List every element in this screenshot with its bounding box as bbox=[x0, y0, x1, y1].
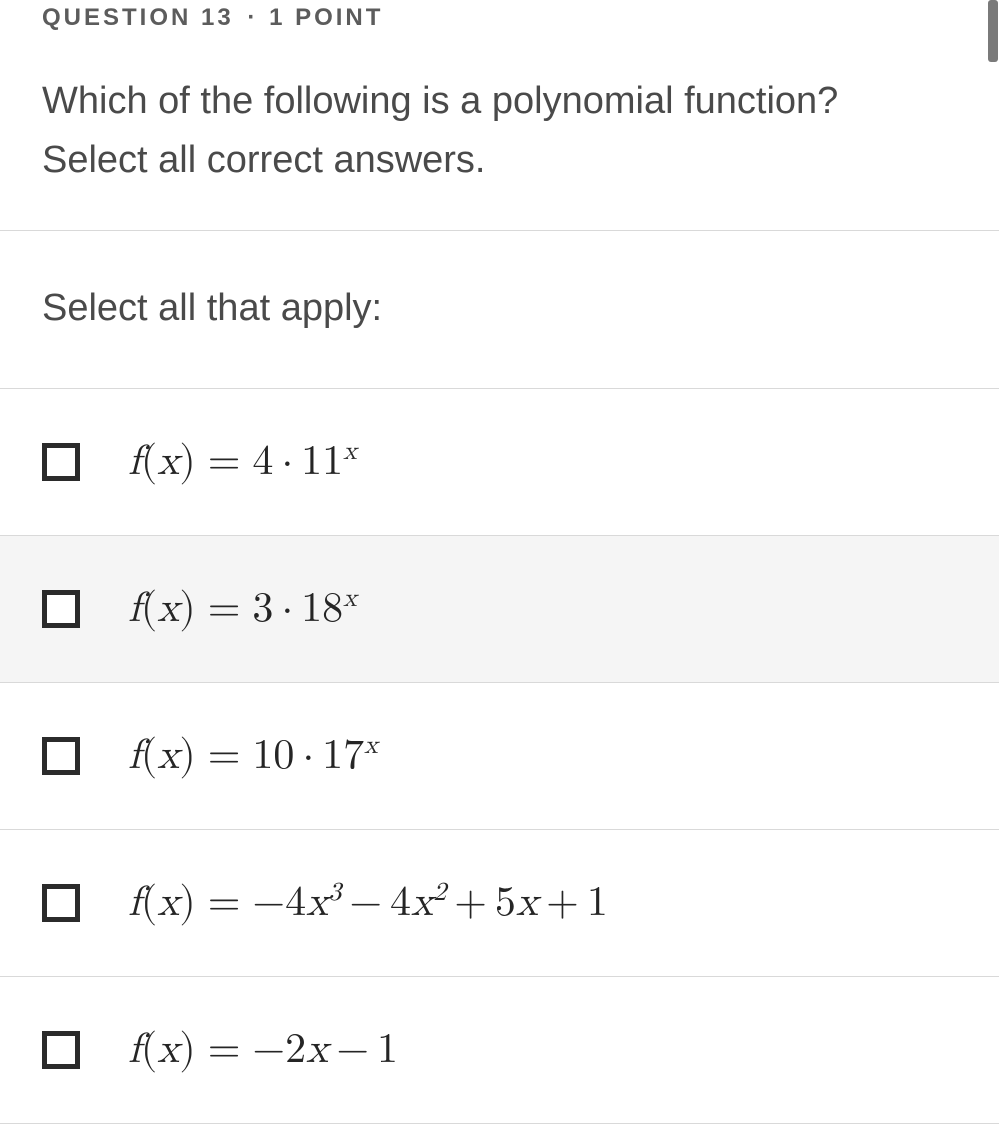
option-math: f(x)=10·17x bbox=[128, 731, 378, 781]
answer-option[interactable]: f(x)=−2x−1 bbox=[0, 976, 999, 1124]
answer-option[interactable]: f(x)=10·17x bbox=[0, 682, 999, 829]
checkbox[interactable] bbox=[42, 443, 80, 481]
question-points: 1 POINT bbox=[269, 4, 383, 31]
option-math: f(x)=3·18x bbox=[128, 584, 357, 634]
answer-option[interactable]: f(x)=3·18x bbox=[0, 535, 999, 682]
question-header: QUESTION 13 · 1 POINT Which of the follo… bbox=[0, 0, 999, 230]
checkbox[interactable] bbox=[42, 737, 80, 775]
checkbox[interactable] bbox=[42, 1031, 80, 1069]
prompt-line-1: Which of the following is a polynomial f… bbox=[42, 80, 838, 122]
question-meta: QUESTION 13 · 1 POINT bbox=[42, 4, 957, 32]
answer-option[interactable]: f(x)=4·11x bbox=[0, 388, 999, 535]
option-math: f(x)=−2x−1 bbox=[128, 1025, 398, 1075]
answer-option[interactable]: f(x)=−4x3−4x2+5x+1 bbox=[0, 829, 999, 976]
options-list: f(x)=4·11x f(x)=3·18x f(x)=10·17x f(x)=−4x3… bbox=[0, 388, 999, 1124]
checkbox[interactable] bbox=[42, 590, 80, 628]
prompt-line-2: Select all correct answers. bbox=[42, 139, 486, 181]
question-number: QUESTION 13 bbox=[42, 4, 234, 31]
option-math: f(x)=4·11x bbox=[128, 437, 357, 487]
meta-separator: · bbox=[247, 4, 255, 31]
option-math: f(x)=−4x3−4x2+5x+1 bbox=[128, 878, 608, 928]
instruction-text: Select all that apply: bbox=[0, 231, 999, 388]
checkbox[interactable] bbox=[42, 884, 80, 922]
quiz-container: QUESTION 13 · 1 POINT Which of the follo… bbox=[0, 0, 999, 1124]
scrollbar-thumb[interactable] bbox=[988, 0, 998, 62]
question-prompt: Which of the following is a polynomial f… bbox=[42, 72, 957, 190]
